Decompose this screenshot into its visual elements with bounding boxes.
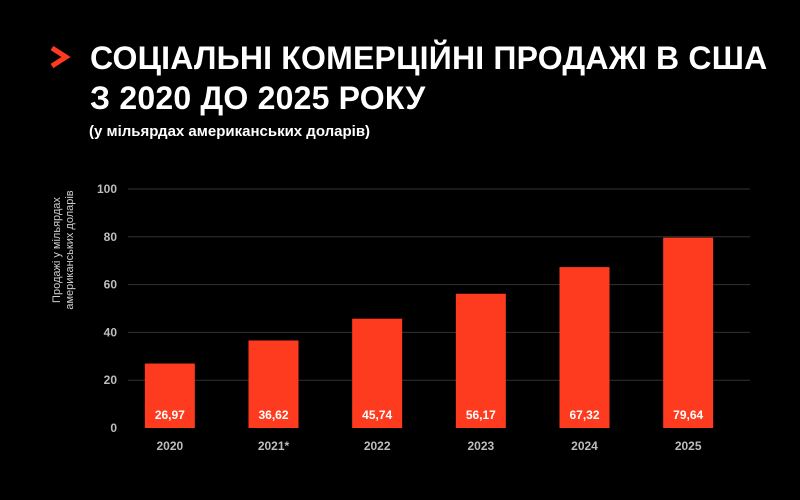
x-tick-label: 2025 <box>675 439 702 453</box>
bar-value-label: 45,74 <box>362 408 392 422</box>
y-tick-label: 20 <box>104 373 118 387</box>
x-tick-label: 2023 <box>467 439 494 453</box>
bar <box>144 363 195 428</box>
x-tick-label: 2022 <box>364 439 391 453</box>
bar-value-label: 26,97 <box>155 408 185 422</box>
bar <box>455 293 506 428</box>
x-tick-label: 2021* <box>258 439 290 453</box>
y-tick-label: 0 <box>110 421 117 435</box>
y-tick-label: 80 <box>104 230 118 244</box>
chart-title: СОЦІАЛЬНІ КОМЕРЦІЙНІ ПРОДАЖІ В США З 202… <box>90 40 768 116</box>
bar <box>559 267 610 428</box>
chart-subtitle: (у мільярдах американських доларів) <box>89 123 371 140</box>
bar-value-label: 56,17 <box>466 408 496 422</box>
x-tick-label: 2020 <box>156 439 183 453</box>
chevron-right-icon <box>50 45 71 69</box>
bar-value-label: 79,64 <box>673 408 703 422</box>
y-tick-label: 60 <box>104 278 118 292</box>
bar <box>248 340 299 428</box>
bar-value-label: 36,62 <box>258 408 288 422</box>
bar-value-label: 67,32 <box>569 408 599 422</box>
bar <box>663 237 714 428</box>
bar <box>352 318 403 428</box>
y-tick-label: 100 <box>97 182 117 196</box>
x-tick-label: 2024 <box>571 439 598 453</box>
y-tick-label: 40 <box>104 325 118 339</box>
